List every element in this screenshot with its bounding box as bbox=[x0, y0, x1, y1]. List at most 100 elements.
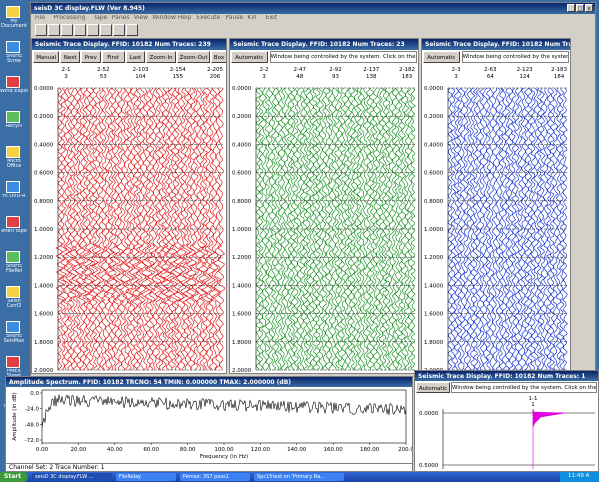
toolbar-button[interactable] bbox=[113, 24, 125, 36]
toolbar-button[interactable] bbox=[74, 24, 86, 36]
desktop-icon[interactable] bbox=[6, 251, 20, 263]
y-tick-label: 0.4000 bbox=[34, 142, 54, 148]
menu-item[interactable]: Processing bbox=[53, 15, 93, 23]
pane-button[interactable]: Automatic bbox=[231, 51, 268, 63]
y-tick-label: 0.0000 bbox=[232, 86, 252, 92]
menu-item[interactable]: File bbox=[35, 15, 53, 23]
toolbar-button[interactable] bbox=[87, 24, 99, 36]
menu-item[interactable]: Execute bbox=[196, 15, 225, 23]
trace-number: 206 bbox=[210, 74, 221, 80]
menu-item[interactable]: Kill bbox=[247, 15, 265, 23]
y-tick-label: 1.0000 bbox=[34, 227, 54, 233]
pane-button[interactable]: Automatic bbox=[416, 382, 450, 393]
pane-button[interactable]: Zoom-Out bbox=[177, 51, 210, 63]
y-tick-label: 0.6000 bbox=[424, 171, 444, 177]
trace-id: 2-63 bbox=[484, 67, 497, 73]
trace-plot: 2-332-63642-1231242-1831840.00000.20000.… bbox=[422, 64, 570, 374]
menu-item[interactable]: Help bbox=[178, 15, 196, 23]
desktop-icon[interactable] bbox=[6, 111, 20, 123]
spectrum-plot: 0.0-24.0-48.0-72.00.0020.0040.0060.0080.… bbox=[6, 387, 412, 463]
pane-button[interactable]: First bbox=[102, 51, 125, 63]
toolbar-button[interactable] bbox=[100, 24, 112, 36]
toolbar-button[interactable] bbox=[61, 24, 73, 36]
trace-number: 64 bbox=[487, 74, 494, 80]
menu-item[interactable]: Exit bbox=[266, 15, 284, 23]
desktop-icon[interactable] bbox=[6, 286, 20, 298]
desktop-icon[interactable] bbox=[6, 146, 20, 158]
menu-item[interactable]: View bbox=[134, 15, 152, 23]
start-button[interactable]: Start bbox=[0, 472, 28, 482]
y-tick-label: 1.0000 bbox=[232, 227, 252, 233]
trace-number: 93 bbox=[332, 74, 339, 80]
trace-id: 2-182 bbox=[399, 67, 415, 73]
window-control[interactable]: _ bbox=[567, 4, 575, 12]
trace-pane: Seismic Trace Display. FFID: 10182 Num T… bbox=[421, 38, 571, 374]
y-tick-label: 0.8000 bbox=[424, 199, 444, 205]
toolbar-button[interactable] bbox=[48, 24, 60, 36]
x-tick-label: 160.00 bbox=[324, 447, 344, 453]
window-control[interactable]: □ bbox=[576, 4, 584, 12]
y-tick-label: 1.4000 bbox=[34, 283, 54, 289]
desktop-icon[interactable] bbox=[6, 181, 20, 193]
pane-button[interactable]: Manual bbox=[33, 51, 59, 63]
desktop-icon[interactable] bbox=[6, 6, 20, 18]
y-tick-label: 1.8000 bbox=[424, 340, 444, 346]
spectrum-window: Amplitude Spectrum. FFID: 10182 TRCNO: 5… bbox=[5, 376, 413, 472]
trace-id: 2-137 bbox=[363, 67, 379, 73]
pane-button[interactable]: Next bbox=[60, 51, 80, 63]
trace-id: 2-52 bbox=[97, 67, 109, 73]
trace-number: 183 bbox=[402, 74, 413, 80]
y-tick-label: 0.8000 bbox=[34, 199, 54, 205]
pane-button[interactable]: Automatic bbox=[423, 51, 460, 63]
trace-number: 48 bbox=[296, 74, 303, 80]
y-tick-label: 1.2000 bbox=[34, 255, 54, 261]
window-control[interactable]: x bbox=[585, 4, 593, 12]
icon-label: Shortc FileRel bbox=[0, 264, 28, 278]
menu-item[interactable]: Window bbox=[152, 15, 178, 23]
toolbar-button[interactable] bbox=[35, 24, 47, 36]
menu-item[interactable]: Panes bbox=[112, 15, 134, 23]
x-tick-label: 200.0 bbox=[398, 447, 412, 453]
taskbar-item[interactable]: seisD 3C display.FLW ... bbox=[32, 473, 112, 481]
trace-id: 2-2 bbox=[260, 67, 269, 73]
x-tick-label: 140.00 bbox=[287, 447, 307, 453]
y-tick-label: 1.8000 bbox=[34, 340, 54, 346]
pane-button[interactable]: Zoom-In bbox=[146, 51, 176, 63]
y-tick-label: 0.0000 bbox=[424, 86, 444, 92]
y-tick-label: 0.6000 bbox=[34, 171, 54, 177]
y-tick-label: 0.2000 bbox=[34, 114, 54, 120]
desktop-icon[interactable] bbox=[6, 356, 20, 368]
trace-number: 3 bbox=[454, 74, 458, 80]
y-tick-label: 1.0000 bbox=[424, 227, 444, 233]
desktop-icon[interactable] bbox=[6, 216, 20, 228]
app-title: seisD 3C display.FLW (Ver 8.945) bbox=[31, 3, 595, 14]
taskbar-item[interactable]: FileRelay bbox=[116, 473, 176, 481]
taskbar-item[interactable]: Pemex: 3S7 pass1 bbox=[180, 473, 250, 481]
y-tick-label: 1.6000 bbox=[34, 312, 54, 318]
menu-item[interactable]: Pause bbox=[225, 15, 247, 23]
y-tick-label: -48.0 bbox=[25, 422, 40, 428]
y-tick-label: 0.6000 bbox=[232, 171, 252, 177]
y-tick-label: 1.6000 bbox=[232, 312, 252, 318]
pane-button[interactable]: Prev bbox=[81, 51, 101, 63]
icon-label: enerl topo bbox=[0, 229, 28, 243]
y-tick-label: 0.4000 bbox=[424, 142, 444, 148]
desktop-icon[interactable] bbox=[6, 321, 20, 333]
taskbar-item[interactable]: Spc15test on 'Primary Ra... bbox=[254, 473, 344, 481]
pane-message: Window being controlled by the system. C… bbox=[451, 382, 597, 393]
wavelet bbox=[533, 409, 565, 427]
icon-label: Recycl bbox=[0, 124, 28, 138]
menu-item[interactable]: Tape bbox=[93, 15, 111, 23]
toolbar-button[interactable] bbox=[126, 24, 138, 36]
spectrum-title: Amplitude Spectrum. FFID: 10182 TRCNO: 5… bbox=[6, 377, 412, 387]
desktop-icon[interactable] bbox=[6, 41, 20, 53]
trace-plot: 2-132-52532-1031042-1541552-2052060.0000… bbox=[32, 64, 226, 374]
status-bar: Channel Set: 2 Trace Number: 1 bbox=[6, 463, 412, 472]
icon-label: Wind Explo bbox=[0, 89, 28, 103]
single-trace-pane: Seismic Trace Display. FFID: 10182 Num T… bbox=[414, 370, 599, 472]
y-tick-label: 1.6000 bbox=[424, 312, 444, 318]
trace-number: 3 bbox=[64, 74, 68, 80]
pane-button[interactable]: Box Zoom bbox=[211, 51, 227, 63]
pane-button[interactable]: Last bbox=[126, 51, 146, 63]
desktop-icon[interactable] bbox=[6, 76, 20, 88]
